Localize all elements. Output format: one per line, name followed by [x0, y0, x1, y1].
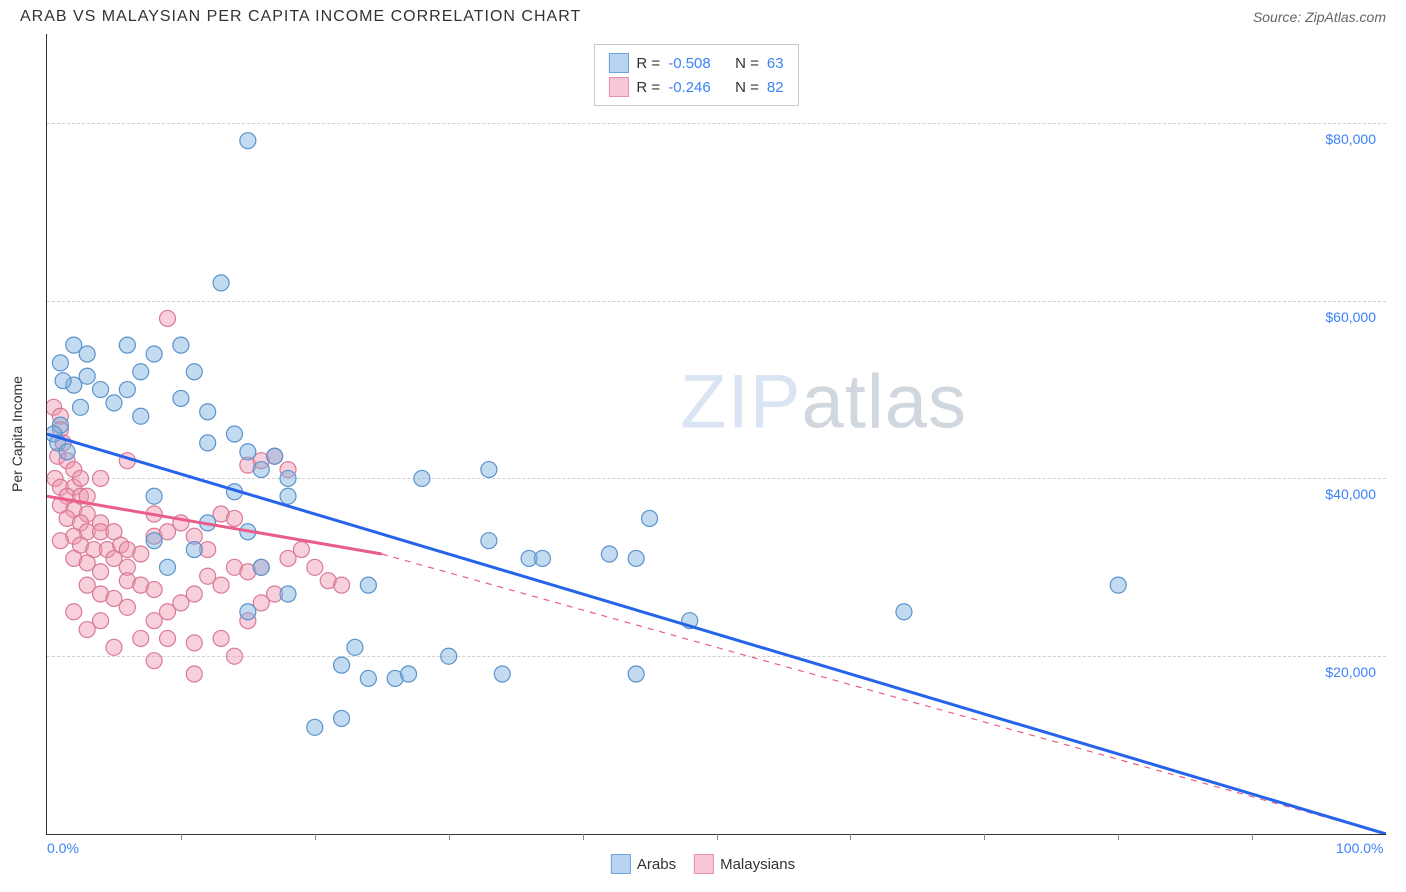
- correlation-stats-box: R = -0.508 N = 63 R = -0.246 N = 82: [593, 44, 798, 106]
- legend-label: Arabs: [637, 856, 676, 873]
- legend-swatch: [608, 53, 628, 73]
- x-tick-mark: [717, 834, 718, 840]
- x-tick-mark: [1118, 834, 1119, 840]
- n-label: N =: [735, 55, 759, 72]
- chart-legend: Arabs Malaysians: [611, 854, 795, 874]
- n-label: N =: [735, 79, 759, 96]
- r-label: R =: [636, 55, 660, 72]
- x-tick-mark: [984, 834, 985, 840]
- scatter-plot-svg: [47, 34, 1386, 834]
- x-tick-mark: [181, 834, 182, 840]
- y-axis-label: Per Capita Income: [9, 376, 25, 492]
- legend-swatch: [611, 854, 631, 874]
- n-value: 63: [767, 55, 784, 72]
- legend-label: Malaysians: [720, 856, 795, 873]
- x-tick-mark: [1252, 834, 1253, 840]
- legend-swatch: [608, 77, 628, 97]
- r-value: -0.246: [668, 79, 711, 96]
- legend-item: Arabs: [611, 854, 676, 874]
- r-value: -0.508: [668, 55, 711, 72]
- x-tick-mark: [315, 834, 316, 840]
- x-tick-mark: [850, 834, 851, 840]
- x-tick-label: 100.0%: [1336, 840, 1383, 856]
- source-attribution: Source: ZipAtlas.com: [1253, 9, 1386, 25]
- x-tick-label: 0.0%: [47, 840, 79, 856]
- n-value: 82: [767, 79, 784, 96]
- chart-title: ARAB VS MALAYSIAN PER CAPITA INCOME CORR…: [20, 8, 581, 26]
- x-tick-mark: [583, 834, 584, 840]
- r-label: R =: [636, 79, 660, 96]
- stat-row: R = -0.246 N = 82: [608, 75, 783, 99]
- legend-item: Malaysians: [694, 854, 795, 874]
- stat-row: R = -0.508 N = 63: [608, 51, 783, 75]
- chart-plot-area: Per Capita Income ZIPatlas R =-0.508 N =…: [46, 34, 1386, 835]
- x-tick-mark: [449, 834, 450, 840]
- legend-swatch: [694, 854, 714, 874]
